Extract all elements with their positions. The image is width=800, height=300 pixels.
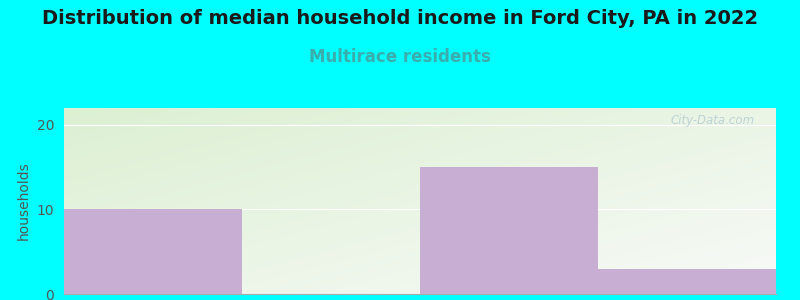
Bar [420,167,598,294]
Bar [64,209,242,294]
Text: City-Data.com: City-Data.com [670,114,754,127]
Text: Distribution of median household income in Ford City, PA in 2022: Distribution of median household income … [42,9,758,28]
Y-axis label: households: households [17,162,31,240]
Bar [598,268,776,294]
Text: Multirace residents: Multirace residents [309,48,491,66]
